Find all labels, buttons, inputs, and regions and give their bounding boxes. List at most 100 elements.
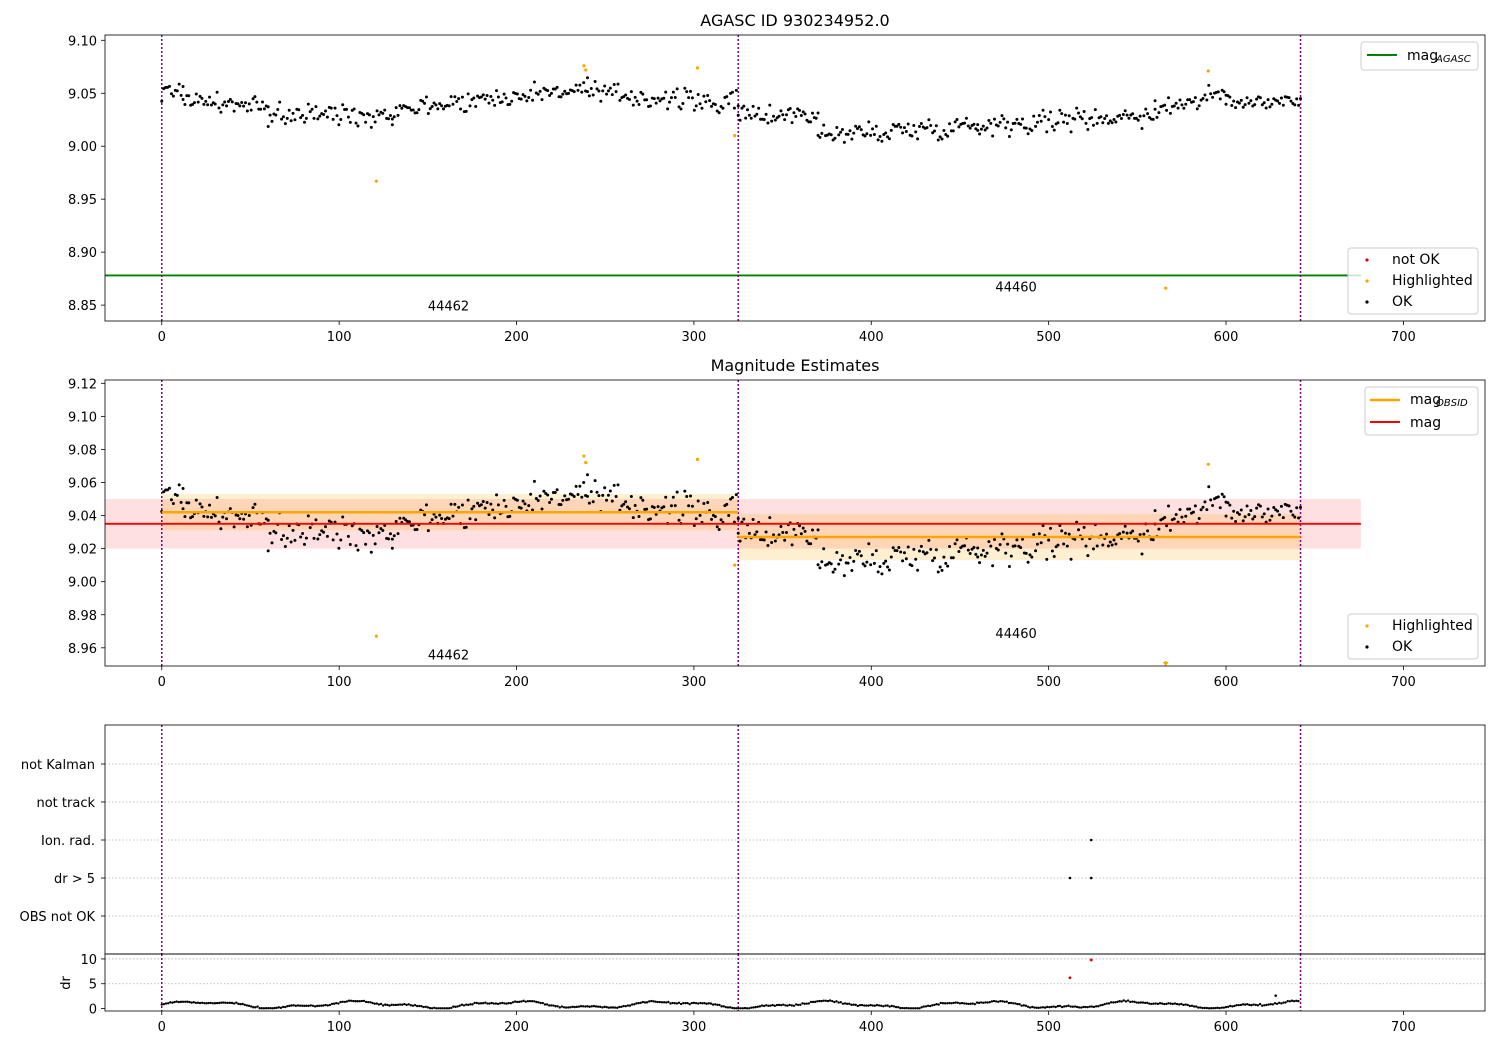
dr-point <box>1090 1005 1094 1008</box>
ok-point <box>283 545 287 549</box>
ok-point <box>1247 101 1251 105</box>
ok-point <box>976 546 980 550</box>
ok-point <box>816 528 820 532</box>
ok-point <box>1131 529 1135 533</box>
ok-point <box>1146 112 1150 116</box>
dr-point <box>1254 1003 1258 1007</box>
dr-point <box>375 1002 378 1005</box>
ok-point <box>346 115 350 119</box>
dr-point <box>564 1006 568 1009</box>
ok-point <box>840 127 844 131</box>
ok-point <box>966 548 970 552</box>
ok-point <box>333 520 337 524</box>
dr-point <box>1129 1000 1132 1004</box>
ok-point <box>168 84 172 88</box>
ok-point <box>831 570 835 574</box>
ok-point <box>578 484 582 488</box>
ok-point <box>1019 546 1023 550</box>
ok-point <box>1108 119 1112 123</box>
dr-point <box>935 1002 938 1006</box>
dr-point <box>1165 1002 1168 1006</box>
ok-point <box>1207 83 1211 87</box>
ok-point <box>398 104 402 108</box>
dr-point <box>1184 1003 1187 1006</box>
ok-point <box>538 89 542 93</box>
dr-point <box>1101 1003 1104 1007</box>
ok-point <box>266 518 270 522</box>
dr-point <box>188 1000 191 1004</box>
ok-point <box>1188 507 1192 511</box>
dr-point <box>709 1002 713 1005</box>
x-tick-label: 200 <box>504 675 529 690</box>
ok-point <box>181 97 185 101</box>
dr-point <box>1065 1004 1068 1008</box>
ok-point <box>1218 506 1222 510</box>
ok-point <box>1258 96 1262 100</box>
dr-point <box>354 1000 357 1003</box>
ok-point <box>991 134 995 138</box>
ok-point <box>867 542 871 546</box>
ok-point <box>1205 98 1209 102</box>
ok-point <box>979 553 983 557</box>
ok-point <box>679 107 683 111</box>
ok-point <box>366 529 370 533</box>
ok-point <box>1024 126 1028 130</box>
ok-point <box>917 125 921 129</box>
dr-point <box>452 1005 455 1008</box>
ok-point <box>797 524 801 528</box>
ok-point <box>925 126 929 130</box>
ok-point <box>515 498 519 502</box>
ok-point <box>440 104 444 108</box>
dr-point <box>1014 1002 1017 1005</box>
ok-point <box>702 502 706 506</box>
x-tick-label: 100 <box>327 330 352 345</box>
ok-point <box>1075 106 1079 110</box>
ok-point <box>306 514 310 518</box>
dr-point <box>865 1004 868 1007</box>
dr-point <box>858 1003 862 1007</box>
ok-point <box>221 103 225 107</box>
ok-point <box>989 544 993 548</box>
ok-point <box>1211 503 1215 507</box>
dr-point <box>1137 1001 1140 1004</box>
dr-point <box>530 1000 534 1003</box>
ok-point <box>1041 108 1045 112</box>
ok-point <box>887 137 891 141</box>
dr-point <box>390 1003 393 1007</box>
ok-point <box>715 109 719 113</box>
axes-frame <box>104 953 1486 1012</box>
dr-point <box>1001 1000 1004 1003</box>
dr-point <box>1292 999 1296 1003</box>
dr-point <box>256 1005 259 1008</box>
dr-point <box>1024 1004 1028 1007</box>
dr-point <box>237 1002 240 1006</box>
ok-point <box>574 83 578 87</box>
legend-highlighted: Highlighted <box>1392 618 1473 634</box>
dr-point <box>948 1001 951 1005</box>
ok-point <box>1030 128 1034 132</box>
dr-point <box>1267 1003 1270 1006</box>
ok-point <box>612 483 616 487</box>
ok-point <box>762 538 766 542</box>
ok-point <box>1272 506 1276 510</box>
dr-point <box>918 1007 921 1010</box>
dr-point <box>186 1000 189 1003</box>
ok-point <box>396 532 400 536</box>
dr-point <box>1005 1000 1008 1003</box>
ok-point <box>1050 549 1054 553</box>
ok-point <box>1106 544 1110 548</box>
ok-point <box>683 489 687 493</box>
dr-point <box>618 1005 621 1009</box>
ok-point <box>1168 111 1172 115</box>
dr-point <box>556 1005 559 1008</box>
ok-point <box>209 515 213 519</box>
ok-point <box>1084 121 1088 125</box>
ok-point <box>447 104 451 108</box>
dr-point <box>481 1002 485 1005</box>
dr-point <box>303 1004 306 1008</box>
ok-point <box>842 574 846 578</box>
ok-point <box>616 82 620 86</box>
dr-point <box>290 1004 293 1007</box>
